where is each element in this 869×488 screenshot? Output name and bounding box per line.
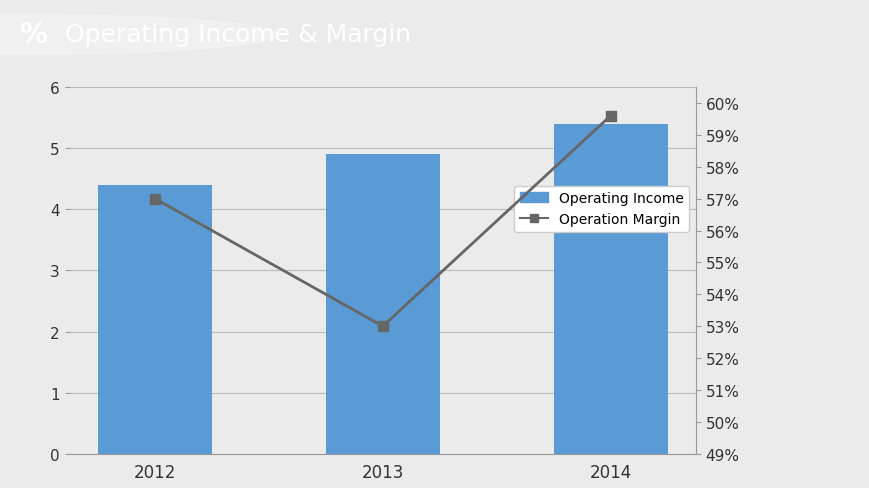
Circle shape <box>0 16 276 55</box>
Text: %: % <box>19 21 47 49</box>
Text: Operating Income & Margin: Operating Income & Margin <box>65 23 411 47</box>
Bar <box>326 155 439 454</box>
Bar <box>553 124 667 454</box>
Legend: Operating Income, Operation Margin: Operating Income, Operation Margin <box>514 186 688 232</box>
Bar <box>98 185 212 454</box>
